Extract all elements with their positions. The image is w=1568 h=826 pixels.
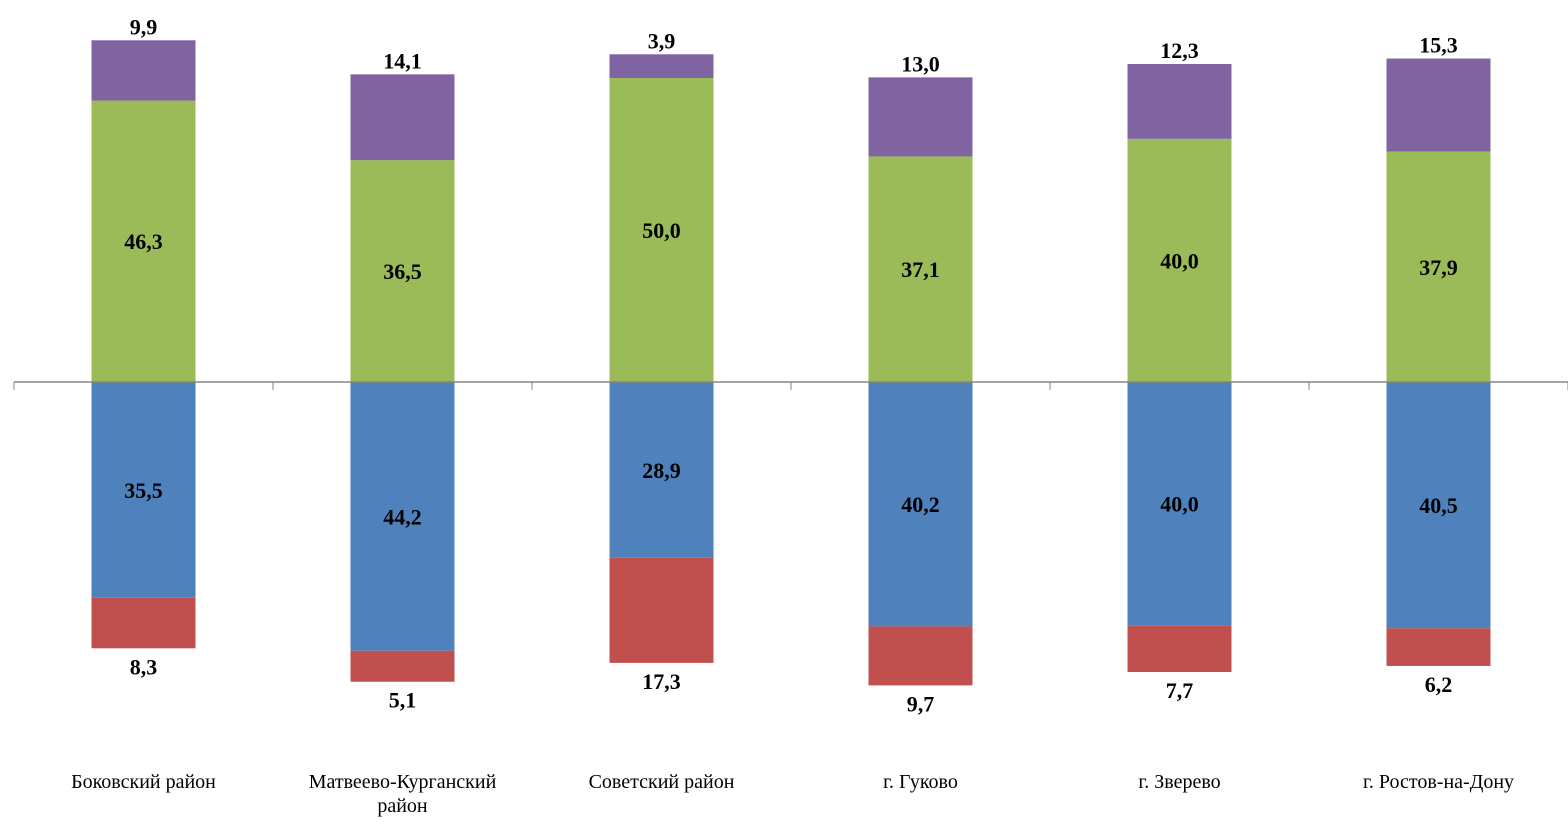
data-label: 6,2 — [1425, 672, 1453, 697]
data-label: 50,0 — [642, 218, 681, 243]
bar-segment-up — [1127, 64, 1232, 139]
bar-segment-up — [868, 156, 973, 382]
data-label: 46,3 — [124, 229, 163, 254]
data-label: 8,3 — [130, 654, 158, 679]
bar-segment-down — [609, 557, 714, 663]
bar-segment-up — [868, 77, 973, 157]
category-axis — [13, 381, 1568, 390]
bar-segment-up — [1386, 58, 1491, 152]
data-label: 44,2 — [383, 504, 422, 529]
bar-segment-up — [609, 78, 714, 382]
bar-segment-down — [609, 382, 714, 558]
data-label: 12,3 — [1160, 38, 1199, 63]
data-label: 35,5 — [124, 478, 163, 503]
data-label: 17,3 — [642, 669, 681, 694]
category-label: Советский район — [588, 771, 735, 793]
bar-segment-up — [1127, 138, 1232, 382]
bar-segment-up — [1386, 151, 1491, 382]
bar-segment-down — [91, 382, 196, 598]
bar-segment-down — [1127, 382, 1232, 626]
category-label: Боковский район — [71, 771, 216, 793]
data-label: 14,1 — [383, 48, 422, 73]
data-label: 5,1 — [389, 688, 417, 713]
data-label: 40,5 — [1419, 493, 1458, 518]
data-label: 9,9 — [130, 14, 158, 39]
data-label: 40,0 — [1160, 248, 1199, 273]
data-label: 3,9 — [648, 28, 676, 53]
data-label: 15,3 — [1419, 33, 1458, 58]
category-label: г. Зверево — [1138, 771, 1221, 793]
data-label: 40,2 — [901, 492, 940, 517]
category-label: г. Гуково — [883, 771, 958, 793]
category-label: Матвеево-Курганский район — [308, 771, 497, 817]
bar-segment-up — [91, 40, 196, 101]
bar-segment-down — [868, 626, 973, 686]
bar-segment-down — [1386, 628, 1491, 666]
bar-segment-up — [91, 100, 196, 382]
category-label: г. Ростов-на-Дону — [1362, 771, 1515, 793]
bar-segment-down — [1127, 625, 1232, 673]
data-labels-layer: 46,3 9,9 35,5 8,3 36,5 14,1 44,2 5,1 50,0 3,9 28,9… — [124, 14, 1458, 716]
data-label: 37,1 — [901, 257, 940, 282]
bar-segment-down — [91, 597, 196, 649]
bar-segment-up — [350, 160, 455, 382]
bar-segment-up — [350, 74, 455, 161]
data-label: 36,5 — [383, 259, 422, 284]
bar-segment-down — [1386, 382, 1491, 629]
data-label: 7,7 — [1166, 678, 1194, 703]
data-label: 28,9 — [642, 458, 681, 483]
data-label: 37,9 — [1419, 255, 1458, 280]
bar-segment-up — [609, 54, 714, 78]
bar-segment-down — [868, 382, 973, 627]
data-label: 40,0 — [1160, 492, 1199, 517]
bar-segment-down — [350, 650, 455, 682]
data-label: 9,7 — [907, 691, 935, 716]
bars-layer — [91, 40, 1491, 686]
bar-segment-down — [350, 382, 455, 651]
data-label: 13,0 — [901, 51, 940, 76]
